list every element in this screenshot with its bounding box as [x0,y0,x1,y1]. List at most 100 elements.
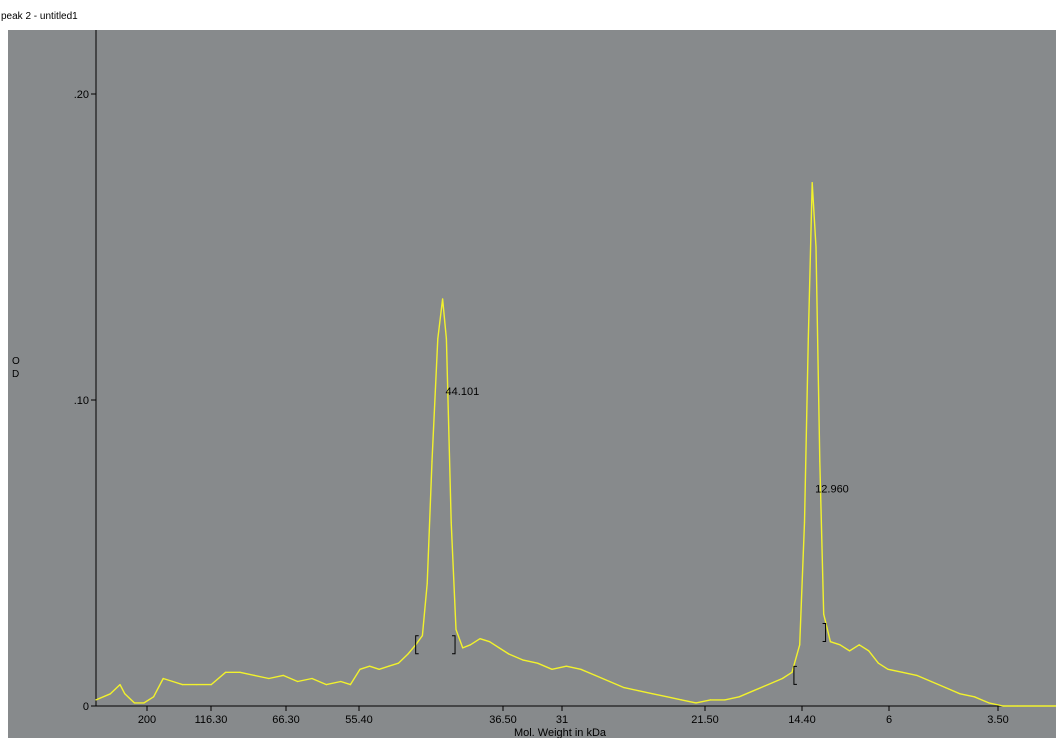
data-point [426,583,428,585]
data-point [652,693,654,695]
data-point [738,696,740,698]
y-axis-label-letter-2: D [12,369,19,380]
data-point [724,699,726,701]
data-point [858,644,860,646]
data-point [442,298,444,300]
left-margin [0,30,8,738]
data-point [153,696,155,698]
data-point [1002,705,1004,707]
x-ticks: 200 116.30 66.30 55.40 36.50 31 21.50 14.40 6 3.5… [138,706,1009,726]
data-point [839,644,841,646]
peak-annotations: 44.101 12.960 [446,386,849,496]
data-point [253,674,255,677]
integration-bracket [793,665,797,685]
data-point [210,684,212,686]
data-point [349,684,351,686]
data-point [239,671,241,673]
data-point [359,668,361,670]
data-point [767,684,769,686]
data-point [378,668,380,670]
data-point [109,693,111,695]
data-point [709,699,712,701]
x-tick-label: 3.50 [987,714,1008,726]
data-point [829,641,832,643]
data-point [450,521,452,524]
data-point [781,677,784,680]
data-point [369,665,371,667]
data-point [877,662,880,664]
axes [95,30,1056,707]
data-point [791,671,793,673]
data-point [119,684,121,686]
x-tick-label: 55.40 [345,714,373,726]
data-point [623,687,625,689]
data-point [537,662,539,664]
window-title: peak 2 - untitled1 [1,11,78,22]
data-point [388,665,390,667]
data-point [803,521,806,524]
x-tick-label: 14.40 [788,714,816,726]
integration-brackets [415,623,827,685]
series [95,181,1056,707]
data-point [133,702,135,704]
data-point [959,693,961,695]
peak-label: 44.101 [446,386,480,398]
data-point [551,668,553,670]
data-point [225,671,227,673]
y-tick-label: 0 [83,701,89,713]
data-point [811,182,813,184]
data-point [807,338,809,340]
data-point [397,662,399,664]
data-point [695,702,697,704]
data-point [565,665,568,667]
data-point [340,680,342,683]
x-tick-label: 116.30 [195,714,228,726]
data-point [823,613,825,615]
data-point [916,674,918,677]
data-point [973,696,976,698]
data-point [196,684,198,686]
y-axis-label: O D [12,356,20,380]
data-point [666,696,668,698]
data-point [508,653,510,655]
data-point [945,687,947,689]
data-point [930,680,932,683]
data-point [799,644,801,646]
data-point [469,644,471,646]
data-point [124,693,126,695]
y-tick-label: .10 [74,395,89,407]
data-point [988,702,990,704]
data-point [901,671,904,673]
y-ticks: 0 .10 .20 [74,89,96,713]
data-point [815,246,817,248]
data-point [95,699,97,701]
x-tick-label: 21.50 [691,714,719,726]
data-point [421,635,423,637]
data-point [437,338,439,340]
data-point [162,677,164,680]
data-point [462,647,464,649]
data-point [455,628,457,631]
data-point [522,659,524,661]
data-point [819,460,821,462]
y-tick-label: .20 [74,89,89,101]
data-point [297,680,299,683]
data-point [489,641,491,643]
peak-label: 12.960 [815,484,849,496]
y-axis-label-letter-1: O [12,356,20,367]
data-point [431,460,433,462]
data-point [268,677,270,680]
data-point [868,650,870,652]
data-point [637,690,640,692]
x-tick-label: 200 [138,714,156,726]
data-point [887,668,889,670]
data-point [580,668,582,670]
data-point [753,690,755,692]
data-point [172,680,174,683]
integration-bracket [822,623,827,643]
x-axis-label: Mol. Weight in kDa [514,727,607,738]
data-point [1017,705,1019,707]
data-point [681,699,683,701]
data-point [311,677,313,680]
